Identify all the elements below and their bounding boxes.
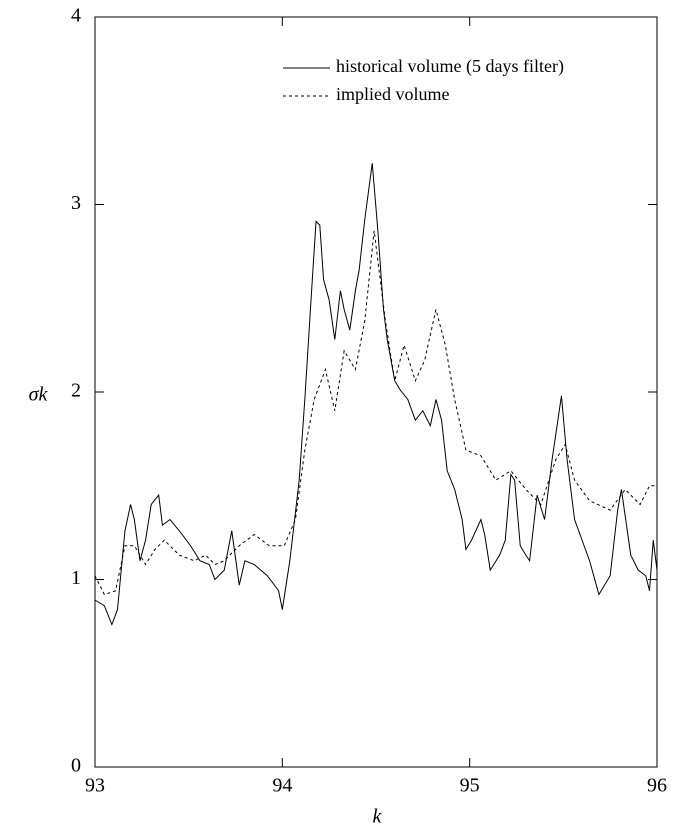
y-tick-label: 1 — [71, 567, 81, 589]
x-tick-label: 96 — [647, 775, 667, 797]
y-tick-label: 0 — [71, 755, 81, 777]
y-tick-label: 3 — [71, 192, 81, 214]
series-line — [94, 163, 658, 626]
x-tick-label: 95 — [460, 775, 480, 797]
y-tick-label: 2 — [71, 380, 81, 402]
plot-frame — [94, 16, 658, 768]
legend-label: implied volume — [336, 84, 449, 104]
legend-label: historical volume (5 days filter) — [336, 56, 564, 77]
x-axis-label: k — [373, 806, 383, 828]
x-tick-label: 94 — [272, 775, 292, 797]
series-line — [94, 230, 657, 596]
y-tick-label: 4 — [71, 5, 81, 27]
y-axis-label: σk — [29, 384, 49, 406]
x-tick-label: 93 — [85, 775, 105, 797]
